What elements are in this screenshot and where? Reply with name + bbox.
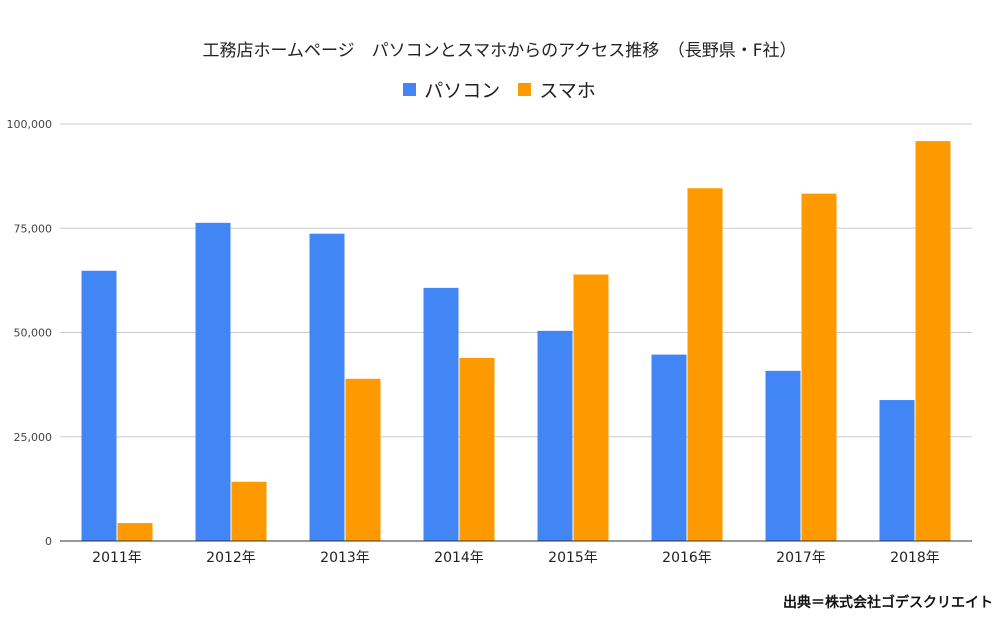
bar-smartphone: [345, 378, 381, 541]
x-tick-label: 2015年: [548, 550, 598, 566]
x-tick-label: 2013年: [320, 550, 370, 566]
chart-title: 工務店ホームページ パソコンとスマホからのアクセス推移 （長野県・F社）: [202, 41, 797, 61]
bar-smartphone: [459, 357, 495, 541]
legend-swatch-pc: [403, 83, 417, 96]
legend-label-smartphone: スマホ: [539, 80, 596, 102]
y-tick-label: 25,000: [14, 431, 53, 444]
x-tick-label: 2012年: [206, 550, 256, 566]
y-tick-label: 0: [45, 535, 52, 548]
bar-pc: [537, 330, 573, 541]
y-tick-label: 75,000: [14, 222, 53, 235]
bar-pc: [651, 354, 687, 541]
bar-smartphone: [915, 141, 951, 542]
legend-item-smartphone: スマホ: [518, 76, 596, 103]
legend-item-pc: パソコン: [403, 76, 500, 103]
x-tick-label: 2016年: [662, 550, 712, 566]
bar-pc: [81, 270, 117, 541]
legend-label-pc: パソコン: [424, 80, 501, 102]
y-tick-label: 100,000: [7, 118, 53, 131]
bar-smartphone: [573, 274, 609, 541]
bar-pc: [423, 287, 459, 541]
bar-pc: [195, 222, 231, 542]
source-credit: 出典＝株式会社ゴデスクリエイト: [783, 595, 993, 611]
bar-smartphone: [801, 193, 837, 541]
y-tick-label: 50,000: [14, 327, 53, 340]
bar-pc: [765, 370, 801, 541]
legend: パソコン スマホ: [0, 76, 999, 103]
bar-pc: [879, 400, 915, 541]
x-tick-label: 2014年: [434, 550, 484, 566]
bar-smartphone: [231, 481, 267, 541]
bar-pc: [309, 233, 345, 541]
legend-swatch-smartphone: [518, 83, 532, 96]
bar-smartphone: [117, 523, 153, 541]
x-tick-label: 2011年: [92, 550, 142, 566]
bar-smartphone: [687, 188, 723, 541]
x-tick-label: 2017年: [776, 550, 826, 566]
x-tick-label: 2018年: [890, 550, 940, 566]
